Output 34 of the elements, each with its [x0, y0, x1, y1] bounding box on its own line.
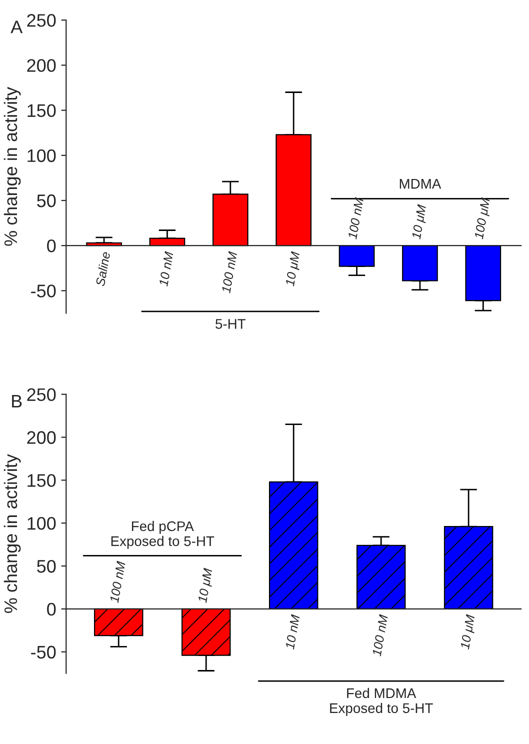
y-tick-label: 250 [27, 388, 56, 402]
x-tick-label: 10 μM [285, 251, 302, 287]
x-tick-label: 100 μM [474, 197, 492, 240]
text: Fed MDMA Exposed to 5-HT [330, 688, 433, 716]
text: B [12, 394, 22, 408]
y-tick-label: 150 [28, 104, 56, 118]
text: 5-HT [216, 319, 246, 329]
x-tick-label: 10 μM [412, 204, 429, 240]
y-tick-label: 200 [27, 59, 56, 72]
y-tick-label: -50 [31, 284, 56, 298]
y-tick-label: 0 [47, 240, 56, 252]
annotation: Fed pCPA Exposed to 5-HT [111, 520, 214, 549]
y-tick-label: 100 [28, 517, 56, 530]
x-tick-label: 100 nM [372, 614, 388, 656]
text: A [10, 20, 23, 34]
x-tick-label: 100 nM [348, 197, 364, 240]
annotation: MDMA [400, 179, 442, 189]
y-tick-label: 50 [37, 560, 56, 573]
x-tick-label: Saline [95, 251, 110, 286]
y-tick-label: 250 [27, 14, 56, 27]
x-tick-label: 100 nM [110, 560, 126, 604]
x-tick-label: 10 nM [158, 251, 174, 286]
y-tick-label: 0 [47, 602, 56, 616]
y-tick-label: 200 [27, 431, 56, 444]
y-axis-title: % change in activity [4, 454, 21, 613]
x-tick-label: 10 nM [285, 614, 300, 650]
y-axis-title: % change in activity [4, 86, 21, 246]
x-tick-label: 10 μM [460, 614, 478, 650]
y-tick-label: -50 [31, 646, 56, 659]
x-tick-label: 100 nM [221, 251, 238, 294]
y-tick-label: 150 [28, 474, 56, 487]
y-tick-label: 100 [28, 149, 56, 162]
x-tick-label: 10 μM [198, 568, 215, 604]
y-tick-label: 50 [37, 194, 56, 208]
